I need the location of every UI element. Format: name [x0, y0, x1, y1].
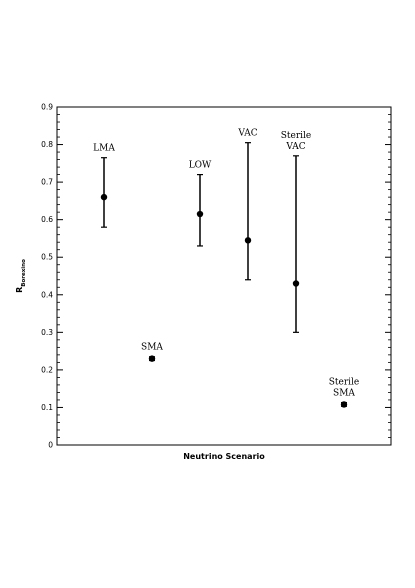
plot-frame [56, 106, 392, 446]
y-tick-label: 0.3 [41, 328, 53, 337]
point-label: LMA [93, 144, 115, 154]
svg-text:RBorexino: RBorexino [15, 259, 27, 293]
y-tick-label: 0.8 [41, 140, 53, 149]
data-point [292, 280, 300, 287]
point-label: SMA [333, 389, 355, 399]
data-point [244, 237, 252, 244]
point-label: VAC [285, 142, 305, 152]
point-label: SMA [141, 343, 163, 353]
y-axis: 0 0.1 0.2 0.3 0.4 0.5 0.6 0.7 0.8 0.9 [41, 103, 391, 450]
y-axis-label-subscript: Borexino [21, 259, 27, 287]
x-axis-label: Neutrino Scenario [183, 452, 265, 461]
data-point [100, 193, 108, 201]
y-tick-label: 0.1 [41, 403, 53, 412]
y-axis-label-group: RBorexino [15, 259, 27, 293]
data-point [196, 210, 204, 218]
y-tick-label: 0.7 [41, 178, 53, 187]
point-label: VAC [237, 129, 257, 139]
y-tick-label: 0.2 [41, 365, 53, 374]
data-point [340, 401, 348, 408]
y-tick-label: 0.6 [41, 215, 53, 224]
y-tick-label: 0.4 [41, 290, 53, 299]
point-label: Sterile [281, 131, 312, 141]
y-tick-label: 0.5 [41, 253, 53, 262]
point-label: Sterile [329, 378, 360, 388]
y-axis-label: R [15, 287, 24, 293]
point-label: LOW [189, 161, 212, 171]
y-tick-label: 0 [48, 441, 53, 450]
data-point [148, 355, 156, 362]
y-tick-label: 0.9 [41, 103, 53, 112]
